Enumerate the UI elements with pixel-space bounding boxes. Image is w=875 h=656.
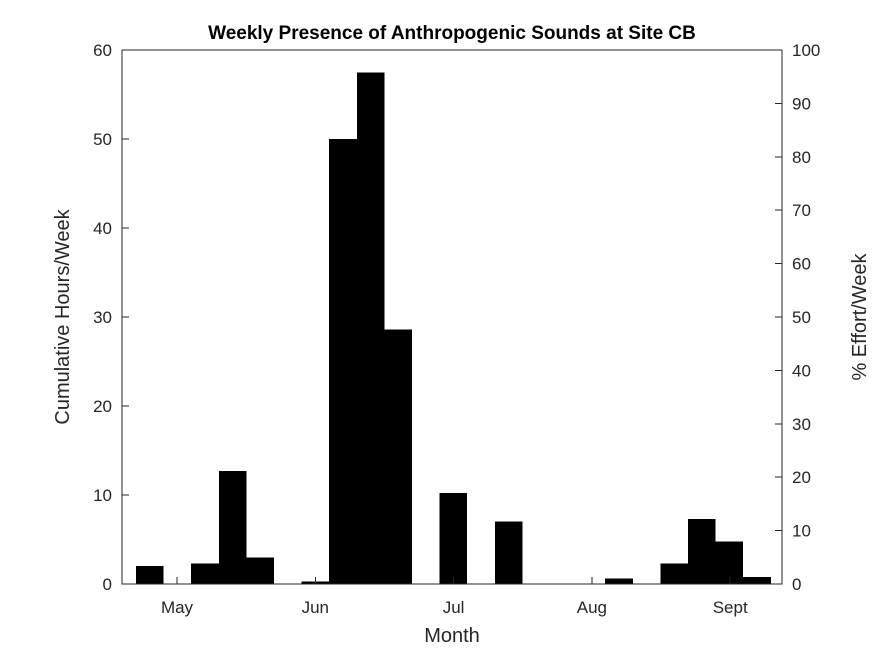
left-y-tick-label: 60 bbox=[93, 41, 112, 60]
bar bbox=[715, 541, 744, 584]
left-y-tick-label: 50 bbox=[93, 130, 112, 149]
y-axis-label-left: Cumulative Hours/Week bbox=[52, 208, 74, 424]
bar bbox=[660, 563, 688, 584]
chart-title: Weekly Presence of Anthropogenic Sounds … bbox=[208, 23, 696, 44]
x-tick-label: Jul bbox=[443, 598, 465, 617]
x-tick-label: May bbox=[161, 598, 194, 617]
x-tick-label: Aug bbox=[577, 598, 607, 617]
right-y-tick-label: 10 bbox=[792, 522, 811, 541]
bar bbox=[605, 578, 633, 584]
bar bbox=[329, 139, 357, 584]
x-axis-label: Month bbox=[424, 625, 480, 647]
x-tick-label: Jun bbox=[302, 598, 329, 617]
right-y-tick-label: 30 bbox=[792, 415, 811, 434]
bar bbox=[384, 329, 412, 584]
bar bbox=[136, 566, 164, 584]
left-y-axis: 0 10 20 30 40 50 60 bbox=[93, 41, 129, 594]
bar bbox=[688, 519, 716, 584]
y-axis-label-right: % Effort/Week bbox=[849, 252, 871, 380]
bar bbox=[191, 563, 219, 584]
right-y-tick-label: 90 bbox=[792, 94, 811, 113]
left-y-tick-label: 20 bbox=[93, 397, 112, 416]
bar bbox=[439, 493, 468, 584]
right-y-tick-label: 0 bbox=[792, 575, 801, 594]
right-y-tick-label: 50 bbox=[792, 308, 811, 327]
left-y-tick-label: 40 bbox=[93, 219, 112, 238]
right-y-tick-label: 80 bbox=[792, 148, 811, 167]
bars-group bbox=[136, 72, 771, 584]
right-y-tick-label: 60 bbox=[792, 255, 811, 274]
bar bbox=[356, 72, 385, 584]
bar bbox=[218, 470, 247, 584]
bar bbox=[246, 557, 274, 584]
x-axis: May Jun Jul Aug Sept bbox=[161, 577, 748, 617]
right-y-axis: 0 10 20 30 40 50 60 70 80 90 100 bbox=[775, 41, 820, 594]
bar bbox=[494, 521, 523, 584]
bar bbox=[743, 576, 771, 584]
left-y-tick-label: 10 bbox=[93, 486, 112, 505]
right-y-tick-label: 20 bbox=[792, 468, 811, 487]
x-tick-label: Sept bbox=[713, 598, 748, 617]
left-y-tick-label: 30 bbox=[93, 308, 112, 327]
left-y-tick-label: 0 bbox=[103, 575, 112, 594]
right-y-tick-label: 100 bbox=[792, 41, 820, 60]
right-y-tick-label: 70 bbox=[792, 201, 811, 220]
right-y-tick-label: 40 bbox=[792, 361, 811, 380]
